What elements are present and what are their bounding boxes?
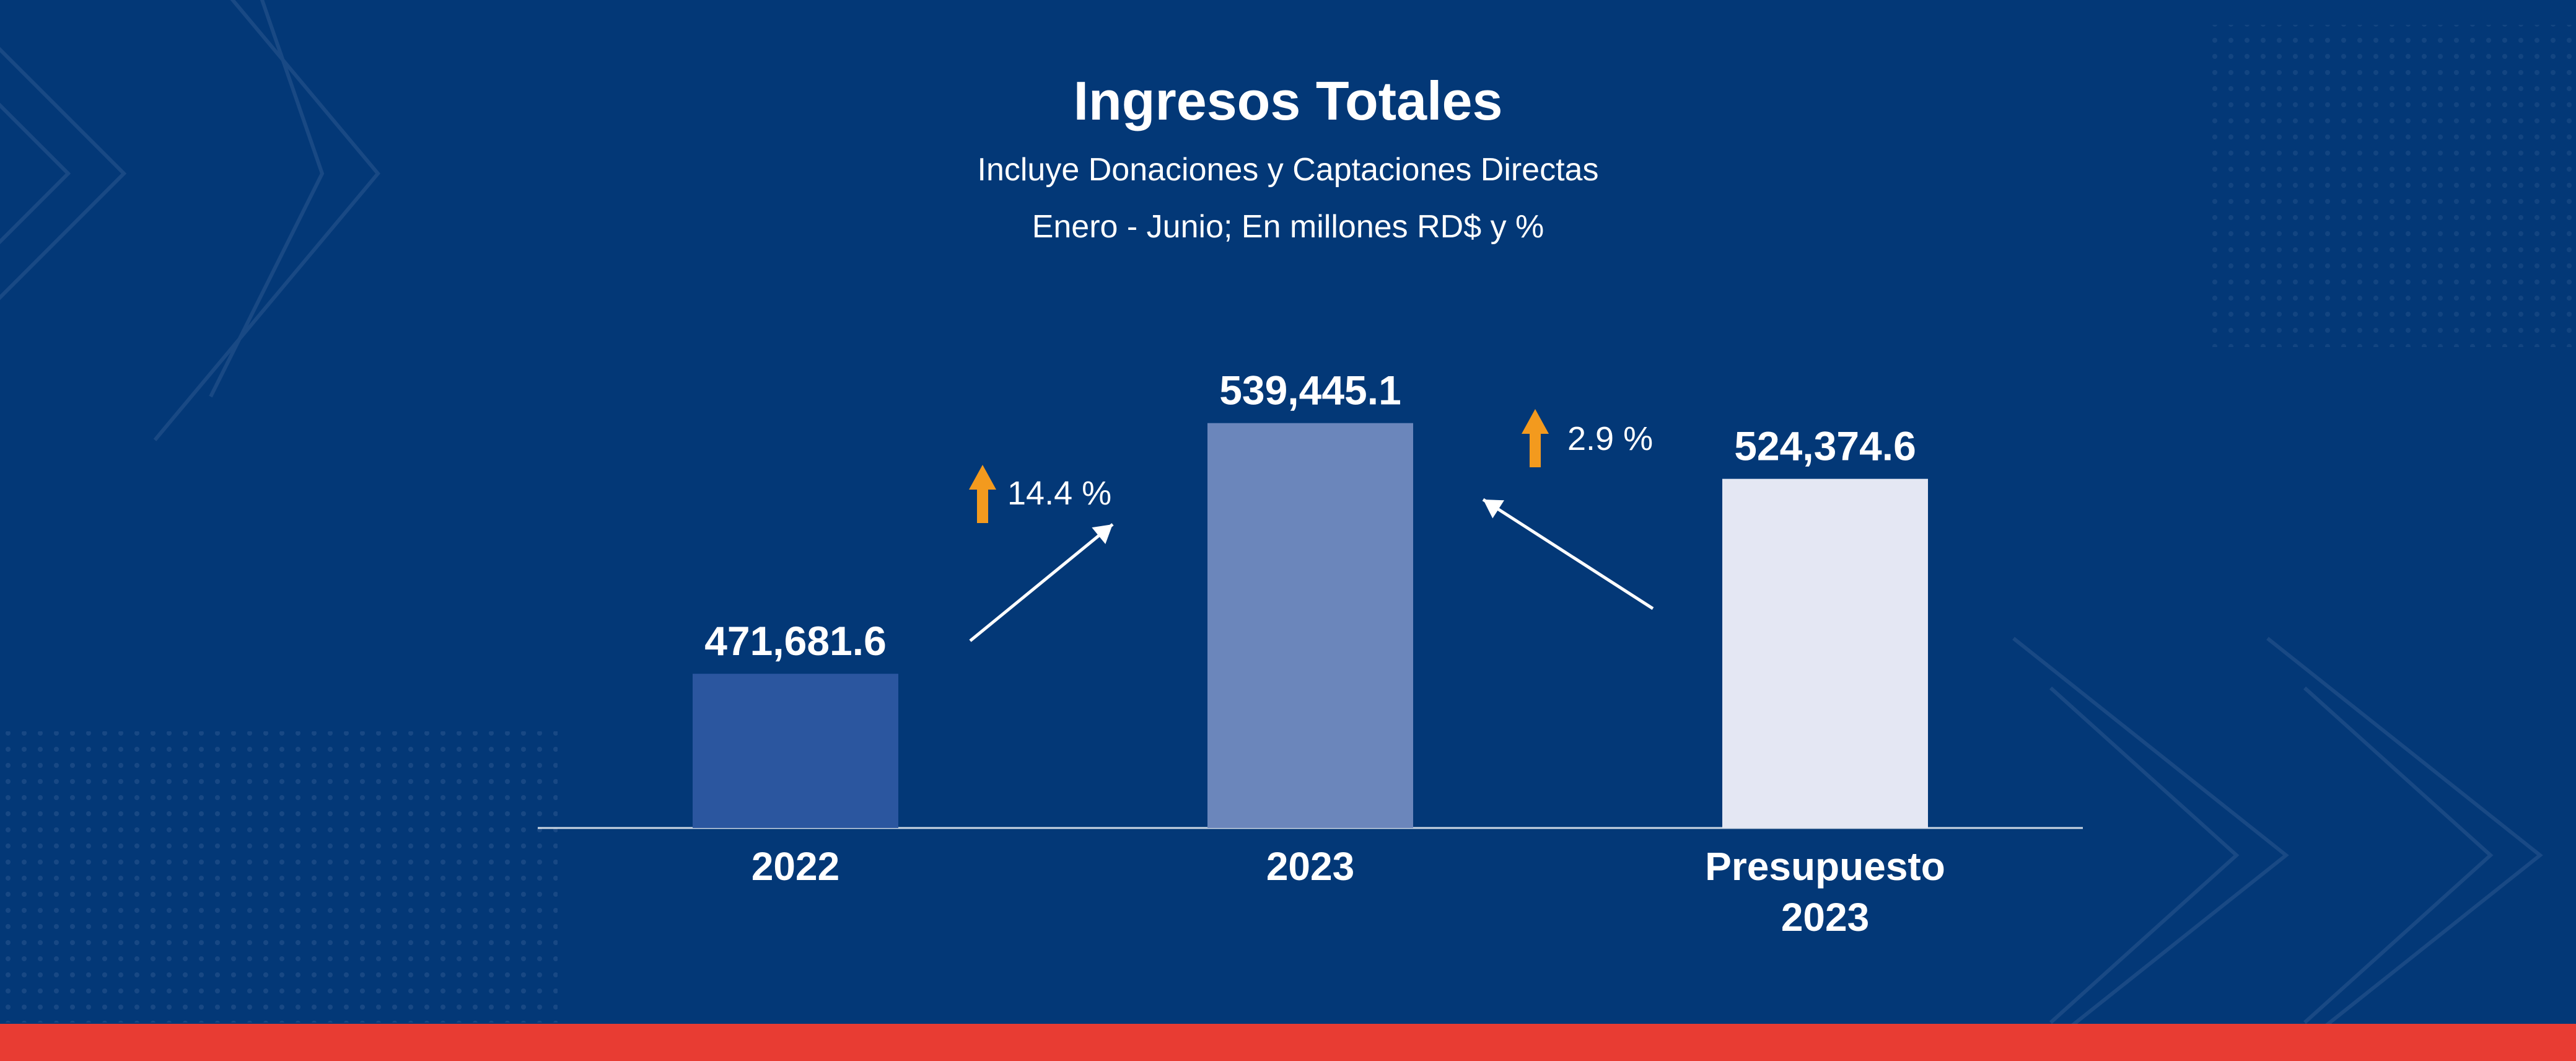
chart-title: Ingresos Totales (1073, 70, 1503, 131)
up-arrow-icon (1530, 431, 1541, 467)
accent-band (0, 1024, 2576, 1061)
x-tick-label: 2023 (1266, 844, 1354, 889)
data-label: 539,445.1 (1219, 368, 1401, 413)
up-arrow-icon (969, 465, 996, 490)
bar (1722, 478, 1928, 828)
data-label: 471,681.6 (704, 618, 887, 664)
trend-arrow-line (1482, 498, 1654, 610)
chart-subtitle-1: Incluye Donaciones y Captaciones Directa… (977, 152, 1599, 188)
x-tick-label: 2022 (751, 844, 839, 889)
chart-subtitle-2: Enero - Junio; En millones RD$ y % (1032, 209, 1544, 245)
data-label: 524,374.6 (1734, 423, 1916, 469)
x-tick-label: Presupuesto (1705, 844, 1945, 889)
trend-arrow-line (969, 523, 1114, 642)
growth-label: 2.9 % (1567, 420, 1653, 457)
growth-label: 14.4 % (1007, 475, 1111, 512)
up-arrow-icon (1522, 409, 1549, 434)
x-tick-label: 2023 (1781, 895, 1869, 940)
up-arrow-icon (977, 487, 988, 523)
trend-arrow-head (1483, 500, 1504, 519)
bar (1207, 423, 1413, 828)
bar (693, 674, 898, 828)
trend-arrow-head (1092, 524, 1113, 544)
